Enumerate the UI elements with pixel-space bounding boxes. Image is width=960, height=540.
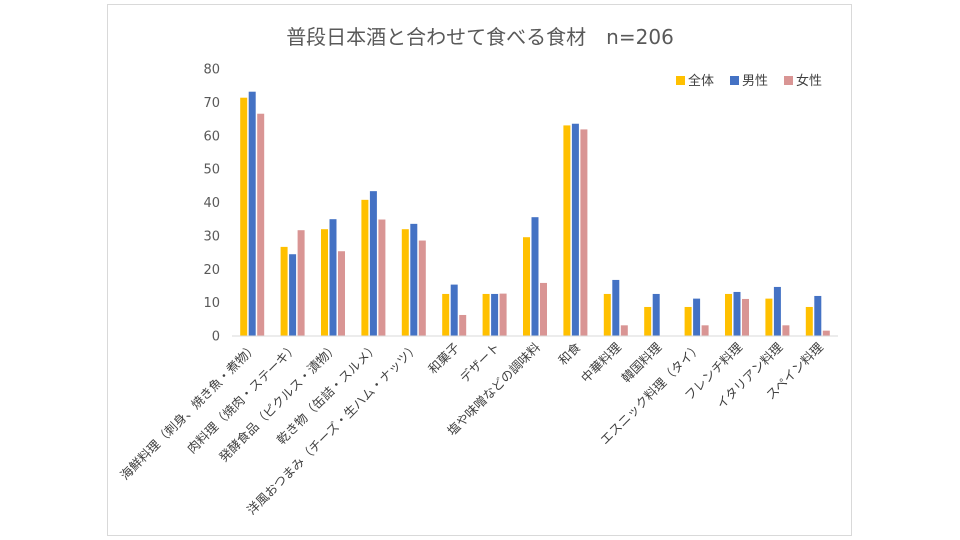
y-tick-label: 30 [203,229,220,244]
bar [321,229,328,336]
legend-label: 男性 [742,74,768,89]
bar [571,123,579,336]
bar [620,325,628,336]
bar [418,240,426,336]
bar [378,219,386,336]
bar [563,125,571,336]
bar [450,284,458,336]
legend: 全体 男性 女性 [676,73,822,89]
bar [482,293,490,336]
y-tick-label: 0 [212,330,220,345]
bar [280,246,288,336]
bar [733,291,741,336]
chart-title: 普段日本酒と合わせて食べる食材 n=206 [286,25,674,49]
bar [289,254,297,336]
bar-chart: 普段日本酒と合わせて食べる食材 n=206 01020304050607080 … [117,25,838,518]
bar [652,293,660,336]
y-tick-label: 20 [203,263,220,278]
bar [644,306,652,336]
bar [442,293,450,336]
legend-swatch [784,76,793,85]
bar [401,229,409,336]
bar [603,293,611,336]
bar [491,293,499,336]
y-tick-label: 40 [203,196,220,211]
x-category-label: 和食 [555,339,584,368]
bar [822,330,830,336]
bar [248,91,256,336]
legend-label: 女性 [796,73,822,89]
bar [765,298,773,336]
y-tick-label: 80 [203,63,220,78]
bar [580,129,588,336]
bar [410,223,418,336]
legend-swatch [676,76,685,85]
x-category-label: 和菓子 [425,340,462,377]
bar [773,286,781,336]
bar [361,199,369,336]
bar [814,295,822,336]
bar [459,314,467,336]
bar [531,217,539,336]
bar [499,293,507,336]
legend-label: 全体 [688,73,714,89]
bar [523,237,530,336]
bar [257,113,265,336]
bar [805,306,813,336]
chart-frame: 普段日本酒と合わせて食べる食材 n=206 0 10 20 30 40 50 60 70 80 … [107,4,852,536]
legend-swatch [730,76,739,85]
bar [701,325,709,336]
bar [329,219,337,336]
bar [338,251,345,336]
bar [540,282,547,336]
y-axis-ticks: 0 10 20 30 40 50 60 70 80 [203,63,220,345]
bar [693,298,701,336]
x-category-label: 中華料理 [578,339,624,385]
bars [240,91,830,336]
bar [742,298,749,336]
bar [725,293,732,336]
y-tick-label: 60 [203,129,220,144]
y-tick-label: 50 [203,163,220,178]
bar [297,230,305,336]
bar [684,306,692,336]
bar [782,325,790,336]
bar [369,191,377,336]
y-tick-label: 10 [203,296,220,311]
bar [612,279,620,336]
x-axis-labels: 海鮮料理（刺身、焼き魚・煮物）肉料理（焼肉・ステーキ）発酵食品（ピクルス・漬物）… [117,339,826,517]
y-tick-label: 70 [203,96,220,111]
bar [240,97,248,336]
